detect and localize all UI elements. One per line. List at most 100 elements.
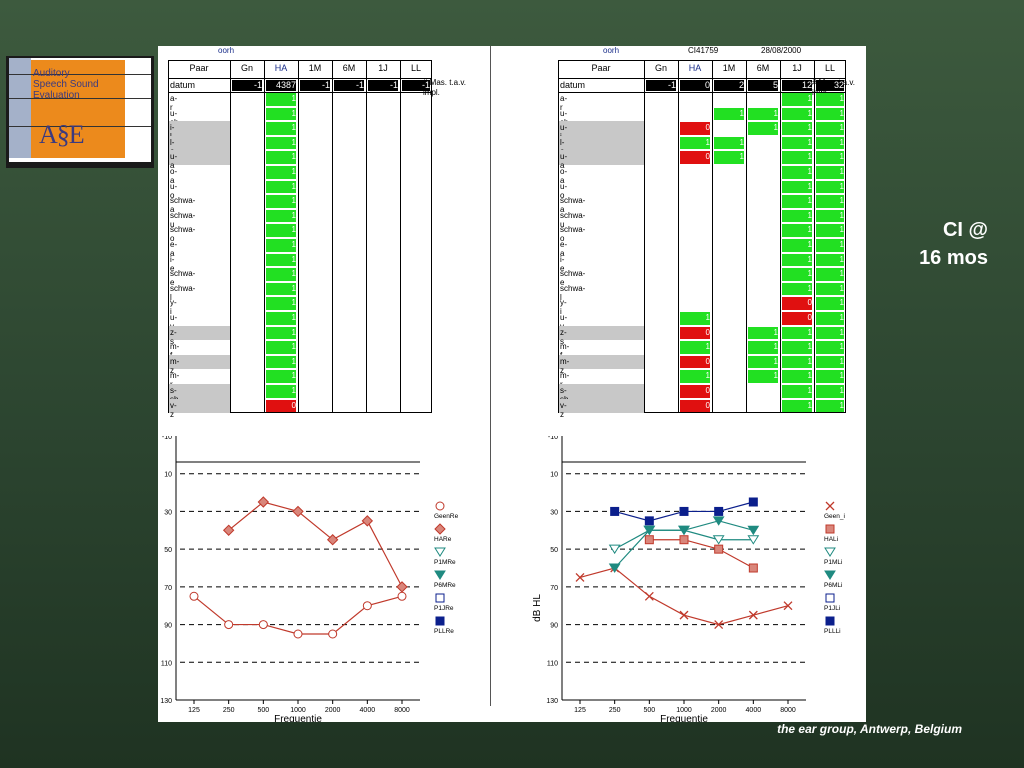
slide-label-line2: 16 mos — [919, 247, 988, 269]
row-label-schwa-e: schwa-e — [560, 269, 586, 288]
y-tick-label: 90 — [164, 623, 172, 630]
result-cell-j1: 1 — [782, 385, 812, 398]
row-label-schwa-l: schwa-l — [560, 283, 586, 302]
result-cell-j1: 1 — [782, 195, 812, 208]
column-header-gn: Gn — [240, 63, 253, 73]
legend-marker — [825, 524, 835, 534]
result-cell-j1: 1 — [782, 180, 812, 194]
data-point-HALi — [748, 563, 758, 573]
row-label-a-r: a-r — [560, 94, 568, 112]
column-header-ll: LL — [824, 63, 835, 73]
ha-result-cell: 1 — [266, 224, 296, 237]
datum-value: 2 — [714, 80, 744, 91]
data-point-GeenRe — [397, 591, 407, 601]
x-tick-label: 250 — [609, 707, 621, 714]
y-tick-label: 50 — [550, 547, 558, 554]
ha-result-cell: 1 — [266, 239, 296, 252]
datum-value: -1 — [402, 80, 430, 91]
result-cell-ll: 1 — [816, 297, 844, 310]
x-tick-label: 1000 — [290, 707, 306, 714]
result-cell-ll: 1 — [816, 122, 844, 135]
x-tick-label: 500 — [643, 707, 655, 714]
legend-marker — [434, 547, 446, 557]
column-header-paar: Paar — [189, 63, 209, 73]
row-label-v-z: v-z — [170, 400, 177, 419]
right-audiogram: -10 10 30 50 70 90 110 130 125 250 500 1000 2000 4000… — [532, 436, 845, 722]
header-rule — [168, 78, 432, 79]
row-label-o-a: o-a — [560, 167, 568, 185]
result-cell-j1: 1 — [782, 326, 812, 340]
result-cell-j1: 1 — [782, 209, 812, 223]
data-point-Geen_i — [748, 610, 758, 620]
row-label-schwa-u: schwa-u — [170, 210, 196, 229]
result-cell-j1: 1 — [782, 136, 812, 150]
result-cell-m6: 1 — [748, 122, 778, 135]
slide-label-line1: CI @ — [942, 219, 988, 241]
result-cell-j1: 1 — [782, 355, 812, 369]
result-cell-ha: 1 — [680, 370, 710, 383]
y-tick-label: 10 — [550, 472, 558, 479]
x-tick-label: 4000 — [360, 707, 376, 714]
data-point-HARe — [326, 534, 339, 546]
row-label-i-e: i-e — [560, 254, 565, 273]
datum-label: datum — [560, 80, 586, 90]
row-shade — [169, 150, 230, 165]
legend-marker — [825, 501, 835, 511]
left-top-label: oorh — [218, 46, 235, 55]
row-shade — [559, 135, 644, 151]
ha-result-cell: 1 — [266, 107, 296, 121]
ha-result-cell: 1 — [266, 122, 296, 135]
datum-label: datum — [170, 80, 196, 90]
data-point-HARe — [396, 581, 408, 593]
footer-credit: the ear group, Antwerp, Belgium — [777, 722, 962, 736]
row-shade — [169, 121, 230, 136]
column-header-ha: HA — [688, 63, 702, 73]
right-date: 28/08/2000 — [761, 46, 802, 55]
row-label-z-s: z-s — [170, 327, 177, 346]
y-axis-title: dB HL — [532, 594, 543, 622]
data-point-HARe — [257, 496, 270, 508]
row-shade — [169, 398, 230, 414]
result-cell-ha: 1 — [680, 341, 710, 354]
datum-value: -1 — [334, 80, 364, 91]
row-label-u-a: u-a — [560, 152, 568, 171]
x-tick-label: 500 — [257, 707, 269, 714]
result-cell-j1: 1 — [782, 268, 812, 281]
ase-logo: Auditory Speech Sound Evaluation A§E — [6, 56, 154, 168]
datum-value: 32 — [816, 80, 844, 91]
result-cell-ll: 1 — [816, 341, 844, 354]
data-point-P6MLi — [678, 525, 690, 536]
result-cell-j1: 1 — [782, 253, 812, 267]
logo-line1: Auditory — [33, 68, 70, 79]
right-id: CI41759 — [688, 46, 719, 55]
legend-marker — [825, 593, 835, 603]
result-cell-j1: 0 — [782, 297, 812, 310]
data-point-HARe — [361, 515, 374, 527]
column-divider — [400, 60, 401, 414]
ha-result-cell: 1 — [266, 268, 296, 281]
row-label-e-a: e-a — [170, 240, 178, 258]
result-cell-ll: 1 — [816, 166, 844, 179]
column-divider — [746, 60, 747, 414]
y-tick-label: 70 — [550, 585, 558, 592]
result-cell-ll: 1 — [816, 399, 844, 413]
result-cell-ha: 1 — [680, 136, 710, 150]
row-label-schwa-l: schwa-l — [170, 283, 196, 302]
legend-marker — [824, 547, 836, 557]
y-tick-label: -10 — [162, 436, 172, 441]
column-divider — [230, 60, 231, 414]
datum-value: -1 — [368, 80, 398, 91]
series-line-GeenRe — [193, 595, 403, 635]
result-cell-j1: 1 — [782, 166, 812, 179]
datum-value: 0 — [680, 80, 710, 91]
result-cell-j1: 1 — [782, 151, 812, 164]
ha-result-cell: 1 — [266, 312, 296, 325]
logo-abbr: A§E — [39, 120, 85, 149]
result-cell-ha: 1 — [680, 312, 710, 325]
ha-result-cell: 1 — [266, 355, 296, 369]
logo-blue-block — [9, 58, 31, 158]
data-point-HALi — [679, 535, 689, 545]
y-tick-label: 130 — [160, 698, 172, 705]
result-cell-j1: 1 — [782, 282, 812, 296]
x-tick-label: 125 — [574, 707, 586, 714]
